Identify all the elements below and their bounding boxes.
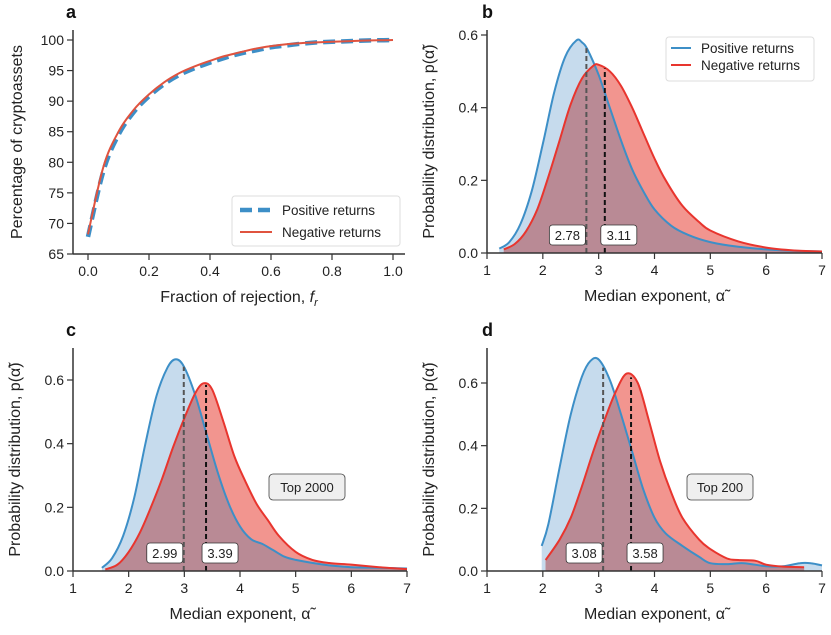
median-label-box-negative [600,224,638,246]
legend-label-positive: Positive returns [701,41,794,56]
y-tick-label: 0.4 [45,436,65,452]
y-tick-label: 0.4 [459,438,479,454]
series-line-negative [87,39,394,235]
y-tick-label: 80 [48,154,64,170]
panel-d: d 3.08 3.58 Top 200 1 2 3 4 5 6 7 0.0 0.2 0.4 0.6 Media… [421,320,826,623]
y-tick-label: 0.0 [459,563,479,579]
x-tick-label: 0.6 [261,263,281,279]
x-axis-label: Fraction of rejection, fr [160,289,319,309]
panel-a: a Positive returns Negative returns 0.0 0.2 0… [9,2,405,309]
median-label-box-positive [565,542,603,564]
annotation-text: Top 2000 [280,480,334,495]
x-axis-label: Median exponent, α̃ [584,288,731,305]
x-tick-label: 7 [818,580,826,596]
y-tick-label: 90 [48,93,64,109]
y-tick-label: 70 [48,215,64,231]
panel-c: c 2.99 3.39 Top 2000 1 2 3 4 5 6 7 0.0 0.2 0.4 0.6 Medi… [7,320,411,623]
median-label-box-negative [626,542,664,564]
legend-label-positive: Positive returns [282,203,375,218]
x-tick-label: 4 [651,262,659,278]
panel-b: b 2.78 3.11 Positive returns Negative return… [421,2,826,305]
x-tick-label: 6 [762,580,770,596]
x-tick-label: 5 [706,262,714,278]
y-tick-label: 75 [48,185,64,201]
y-tick-label: 100 [41,32,65,48]
y-tick-label: 0.0 [459,245,479,261]
x-axis-label: Median exponent, α̃ [584,606,731,623]
median-label-positive: 2.99 [152,546,177,561]
x-tick-label: 0.0 [78,263,98,279]
panel-label: b [482,2,493,22]
area-overlap [545,397,805,571]
x-tick-label: 3 [180,580,188,596]
legend-label-negative: Negative returns [282,225,381,240]
median-label-positive: 3.08 [571,546,596,561]
x-tick-label: 0.2 [139,263,159,279]
series-line-negative [104,382,408,571]
x-tick-label: 6 [762,262,770,278]
y-tick-label: 95 [48,63,64,79]
series-line-positive [540,356,823,568]
y-tick-label: 0.4 [459,100,479,116]
x-tick-label: 0.4 [200,263,220,279]
x-tick-label: 7 [818,262,826,278]
panel-label: d [482,320,493,340]
x-tick-label: 1.0 [383,263,403,279]
y-tick-label: 0.2 [459,500,479,516]
series-line-negative [503,63,823,253]
legend-label-negative: Negative returns [701,58,800,73]
legend: Positive returns Negative returns [665,36,815,82]
x-tick-label: 3 [595,580,603,596]
y-axis-label: Probability distribution, p(α̃) [421,362,438,557]
y-tick-label: 0.2 [459,172,479,188]
x-tick-label: 7 [403,580,411,596]
y-tick-label: 0.6 [459,27,479,43]
x-tick-label: 0.8 [322,263,342,279]
median-label-box-positive [146,542,184,564]
panel-label: c [66,320,76,340]
x-tick-label: 1 [69,580,77,596]
y-tick-label: 0.6 [45,372,65,388]
series-line-negative [544,372,805,569]
median-label-negative: 3.39 [207,546,232,561]
y-axis-label: Probability distribution, p(α̃) [421,44,438,239]
y-tick-label: 85 [48,124,64,140]
panel-label: a [66,2,77,22]
area-overlap [503,66,822,253]
y-tick-label: 0.2 [45,499,65,515]
x-tick-label: 5 [706,580,714,596]
x-tick-label: 2 [125,580,133,596]
y-tick-label: 0.0 [45,563,65,579]
y-axis-label: Probability distribution, p(α̃) [7,362,24,557]
median-label-box-positive [548,224,586,246]
annotation-box [686,473,754,501]
annotation-text: Top 200 [697,480,743,495]
series-line-positive [101,358,408,570]
legend: Positive returns Negative returns [231,195,401,247]
x-tick-label: 2 [539,580,547,596]
x-tick-label: 4 [236,580,244,596]
y-tick-label: 65 [48,246,64,262]
y-tick-label: 0.6 [459,375,479,391]
annotation-box [268,473,346,501]
x-tick-label: 1 [483,262,491,278]
y-axis-label: Percentage of cryptoassets [9,45,26,239]
x-tick-label: 2 [539,262,547,278]
median-label-positive: 2.78 [555,228,580,243]
series-line-positive [498,38,823,253]
legend-box [665,36,815,82]
median-label-negative: 3.11 [607,228,631,243]
x-tick-label: 3 [595,262,603,278]
area-overlap [105,396,408,571]
legend-box [231,195,401,247]
median-label-box-negative [201,542,239,564]
median-label-negative: 3.58 [632,546,657,561]
x-tick-label: 5 [292,580,300,596]
x-axis-label: Median exponent, α̃ [170,606,317,623]
x-tick-label: 1 [483,580,491,596]
x-tick-label: 4 [651,580,659,596]
x-tick-label: 6 [347,580,355,596]
